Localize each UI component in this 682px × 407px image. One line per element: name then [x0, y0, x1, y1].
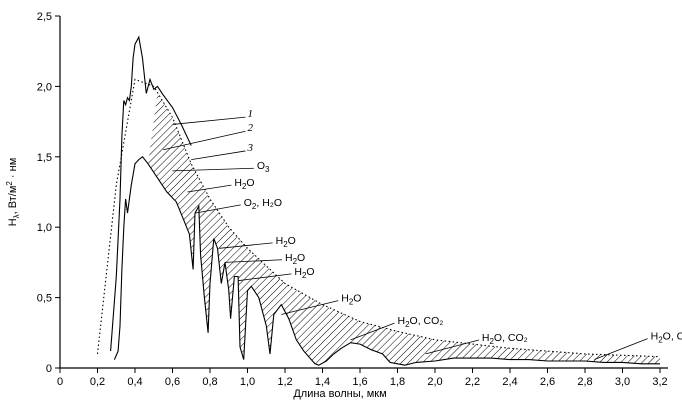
y-ticks: 0 0,5 1,0 1,5 2,0 2,5	[37, 11, 60, 375]
y-tick-label: 1,0	[37, 222, 52, 234]
absorber-leader-line	[425, 339, 479, 355]
y-axis-title: Hλ, Вт/м2 · нм	[5, 158, 21, 227]
absorber-leader-line	[281, 300, 339, 315]
x-tick-label: 1,2	[277, 376, 292, 388]
x-tick-label: 0,6	[165, 376, 180, 388]
absorber-label: H2O	[276, 235, 296, 249]
y-axis-title-symbol: H	[7, 218, 19, 226]
absorber-label: O3	[257, 160, 270, 174]
x-tick-label: 0,4	[127, 376, 142, 388]
x-tick-label: 0,2	[90, 376, 105, 388]
curve-2-line	[110, 35, 192, 352]
y-axis-title-superscript: 2	[5, 181, 14, 186]
absorber-label: H2O	[341, 293, 361, 307]
leader-lines	[163, 116, 648, 360]
x-tick-label: 1,4	[315, 376, 330, 388]
absorber-leader-line	[350, 322, 395, 341]
x-tick-label: 1,6	[352, 376, 367, 388]
curve-number-label: 1	[248, 108, 254, 120]
y-tick-label: 2,5	[37, 11, 52, 23]
curve-leader-line	[172, 116, 246, 125]
x-tick-label: 2,6	[540, 376, 555, 388]
curve-leader-line	[191, 150, 246, 161]
y-tick-label: 1,5	[37, 152, 52, 164]
absorber-label: H2O	[294, 266, 314, 280]
absorber-leader-line	[224, 259, 283, 263]
absorber-label: H2O, CO₂	[651, 331, 682, 345]
absorption-band-area	[148, 92, 660, 366]
curve-number-label: 3	[247, 142, 254, 154]
y-axis-title-subscript: λ	[12, 214, 21, 218]
y-tick-label: 0,5	[37, 293, 52, 305]
absorption-hatching	[148, 92, 660, 366]
y-axis-title-unit-end: · нм	[7, 158, 19, 181]
x-tick-label: 2,4	[502, 376, 517, 388]
x-ticks: 0 0,2 0,4 0,6 0,8 1,0 1,2 1,4 1,6 1,8 2,0 2,2 2,4 2,6…	[57, 368, 668, 388]
y-axis-title-unit: , Вт/м	[7, 186, 19, 215]
y-tick-label: 0	[46, 363, 52, 375]
axes	[59, 16, 668, 369]
absorber-leader-line	[187, 184, 232, 193]
absorber-label: H2O, CO₂	[482, 332, 528, 346]
curve-number-label: 2	[248, 122, 254, 134]
x-tick-label: 1,0	[240, 376, 255, 388]
absorber-leader-line	[172, 167, 254, 172]
curve-1-line	[96, 78, 661, 358]
y-tick-label: 2,0	[37, 81, 52, 93]
absorber-label: H2O	[234, 177, 254, 191]
x-tick-label: 0,8	[202, 376, 217, 388]
x-tick-label: 2,2	[465, 376, 480, 388]
x-tick-label: 3,0	[615, 376, 630, 388]
absorber-leader-line	[194, 204, 241, 214]
x-tick-label: 2,8	[577, 376, 592, 388]
absorber-leader-line	[219, 242, 273, 249]
x-axis-title: Длина волны, мкм	[293, 388, 386, 400]
absorber-label: H2O	[285, 252, 305, 266]
absorber-label: H2O, CO₂	[398, 315, 444, 329]
x-tick-label: 0	[57, 376, 63, 388]
x-tick-label: 2,0	[427, 376, 442, 388]
absorber-leader-line	[594, 338, 648, 360]
absorber-label: O2, H₂O	[244, 197, 282, 211]
x-tick-label: 3,2	[652, 376, 667, 388]
x-tick-label: 1,8	[390, 376, 405, 388]
curve-leader-line	[163, 130, 246, 151]
absorber-leader-line	[238, 273, 292, 282]
curve-3-line	[113, 156, 660, 366]
curves	[96, 35, 661, 366]
